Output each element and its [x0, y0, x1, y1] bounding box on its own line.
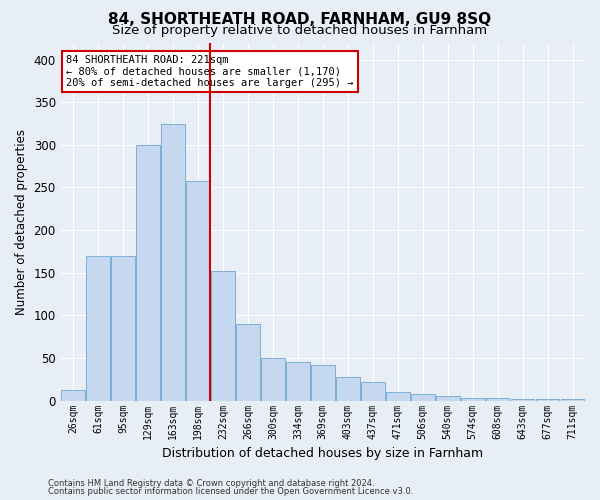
Text: 84, SHORTHEATH ROAD, FARNHAM, GU9 8SQ: 84, SHORTHEATH ROAD, FARNHAM, GU9 8SQ [109, 12, 491, 28]
Bar [86, 256, 110, 400]
Bar [186, 180, 210, 400]
Bar [386, 392, 410, 400]
Bar [161, 124, 185, 400]
Bar [436, 396, 460, 400]
Text: Size of property relative to detached houses in Farnham: Size of property relative to detached ho… [112, 24, 488, 37]
Bar [286, 362, 310, 401]
Text: Contains public sector information licensed under the Open Government Licence v3: Contains public sector information licen… [48, 487, 413, 496]
Text: Contains HM Land Registry data © Crown copyright and database right 2024.: Contains HM Land Registry data © Crown c… [48, 479, 374, 488]
Bar [560, 399, 584, 400]
Bar [261, 358, 285, 401]
Bar [486, 398, 509, 400]
Bar [461, 398, 485, 400]
X-axis label: Distribution of detached houses by size in Farnham: Distribution of detached houses by size … [162, 447, 484, 460]
Bar [511, 399, 535, 400]
Bar [61, 390, 85, 400]
Bar [211, 271, 235, 400]
Bar [411, 394, 434, 400]
Bar [236, 324, 260, 400]
Text: 84 SHORTHEATH ROAD: 221sqm
← 80% of detached houses are smaller (1,170)
20% of s: 84 SHORTHEATH ROAD: 221sqm ← 80% of deta… [66, 55, 353, 88]
Bar [361, 382, 385, 400]
Bar [111, 256, 135, 400]
Bar [311, 365, 335, 400]
Y-axis label: Number of detached properties: Number of detached properties [15, 128, 28, 314]
Bar [336, 377, 359, 400]
Bar [136, 145, 160, 401]
Bar [536, 399, 559, 400]
